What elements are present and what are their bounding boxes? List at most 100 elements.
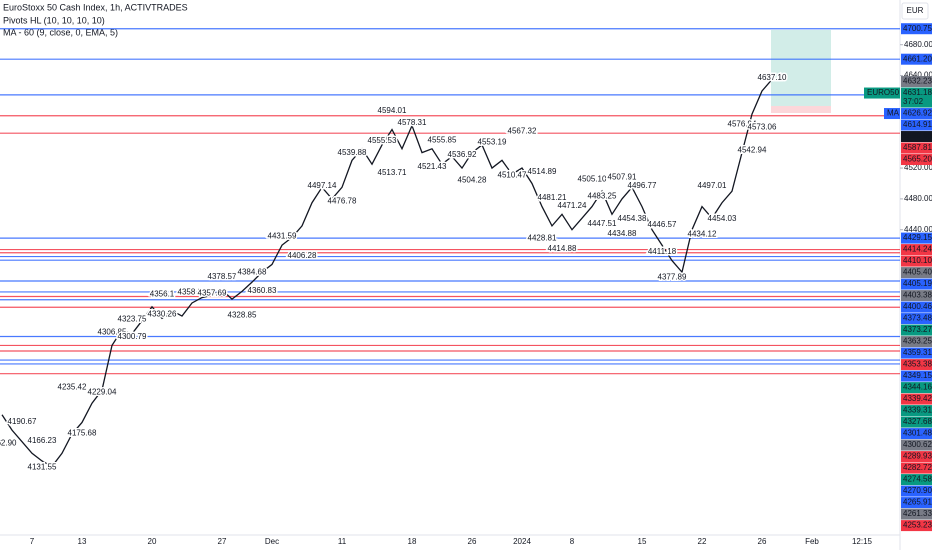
loss-zone <box>771 106 831 113</box>
price-tag-label: 4344.16 <box>903 383 932 392</box>
price-tag <box>901 244 932 256</box>
pivot-label: 4384.68 <box>238 267 267 276</box>
price-tag-label: 4363.25 <box>903 337 932 346</box>
price-tag <box>901 520 932 532</box>
pivot-label: 4428.81 <box>528 233 557 242</box>
y-tick-label: 4480.00 <box>904 194 932 203</box>
pivot-label: 4446.57 <box>648 220 677 229</box>
price-tag <box>901 23 932 35</box>
pivot-label: 4434.12 <box>688 229 717 238</box>
pivot-label: 4536.92 <box>448 150 477 159</box>
x-tick-label: Feb <box>805 537 819 546</box>
price-tag <box>901 485 932 497</box>
pivot-label: 4378.57 <box>208 272 237 281</box>
pivot-label: 4454.03 <box>708 214 737 223</box>
price-tag-label: 4626.92 <box>903 109 932 118</box>
x-tick-label: 27 <box>218 537 227 546</box>
price-tag <box>901 267 932 279</box>
pivot-label: 4514.89 <box>528 167 557 176</box>
x-tick-label: 11 <box>338 537 347 546</box>
badge-label: MA <box>887 109 900 118</box>
price-tag <box>901 336 932 348</box>
y-tick-label: 4680.00 <box>904 40 932 49</box>
price-tag-label: 4339.42 <box>903 394 932 403</box>
price-tag-label: 4373.27 <box>903 325 932 334</box>
x-tick-label: 22 <box>698 537 707 546</box>
price-tag <box>901 497 932 509</box>
price-tag <box>901 359 932 371</box>
pivot-label: 4578.31 <box>398 118 427 127</box>
pivot-label: 4166.23 <box>28 436 57 445</box>
price-tag <box>901 439 932 451</box>
price-tag-label: 4429.15 <box>903 233 932 242</box>
price-tag <box>901 508 932 520</box>
pivot-label: 4594.01 <box>378 106 407 115</box>
price-tag-label: 4599.98 <box>903 132 932 141</box>
pivot-label: 4573.06 <box>748 122 777 131</box>
pivot-label: 4513.71 <box>378 168 407 177</box>
pivot-label: 4447.51 <box>588 219 617 228</box>
pivot-label: 4323.75 <box>118 314 147 323</box>
price-tag-label: 4339.31 <box>903 406 932 415</box>
price-tag <box>901 370 932 382</box>
y-tick-label: 4520.00 <box>904 163 932 172</box>
pivot-label: 4377.89 <box>658 273 687 282</box>
price-tag <box>901 382 932 394</box>
price-tag <box>901 428 932 440</box>
currency[interactable]: EUR <box>907 6 924 15</box>
pivot-label: 4542.94 <box>738 145 767 154</box>
pivot-label: 4553.19 <box>478 138 507 147</box>
price-tag-label: 4265.91 <box>903 498 932 507</box>
y-tick-label: 4640.00 <box>904 71 932 80</box>
price-tag <box>901 278 932 290</box>
pivot-label: 4356.1 <box>150 290 175 299</box>
pivot-label: 4637.10 <box>758 73 787 82</box>
badge-label: EURO50 <box>867 88 900 97</box>
indicator: MA - 60 (9, close, 0, EMA, 5) <box>3 27 118 37</box>
price-tag-label: 4403.38 <box>903 291 932 300</box>
price-tag <box>901 154 932 166</box>
price-tag-label: 4270.90 <box>903 486 932 495</box>
price-tag <box>901 301 932 313</box>
pivot-label: 4454.38 <box>618 214 647 223</box>
price-tag-label: 4700.75 <box>903 24 932 33</box>
x-tick-label: 18 <box>408 537 417 546</box>
pivot-label: 4328.85 <box>228 311 257 320</box>
price-tag <box>901 313 932 325</box>
price-tag <box>901 108 932 120</box>
price-tag-label: 4300.62 <box>903 440 932 449</box>
pivot-label: 4496.77 <box>628 181 657 190</box>
price-tag <box>901 131 932 143</box>
price-tag-label: 4405.19 <box>903 279 932 288</box>
price-tag <box>901 405 932 417</box>
currency-box[interactable] <box>901 2 929 20</box>
x-tick-label: 13 <box>78 537 87 546</box>
price-tag-label: 4289.93 <box>903 452 932 461</box>
price-tag-label: 4414.24 <box>903 245 932 254</box>
pivot-label: 4483.25 <box>588 191 617 200</box>
price-tag <box>901 142 932 154</box>
price-tag-label: 4282.72 <box>903 463 932 472</box>
pivot-label: 4521.43 <box>418 162 447 171</box>
price-tag-label: 4661.20 <box>903 54 932 63</box>
price-tag <box>901 462 932 474</box>
pivot-label: 4306.85 <box>98 327 127 336</box>
pivot-label: 4576.94 <box>728 119 757 128</box>
x-tick-label: 7 <box>30 537 35 546</box>
pivot-label: 4481.21 <box>538 193 567 202</box>
price-tag-label: 4632.23 <box>903 77 932 86</box>
x-tick-label: 26 <box>758 537 767 546</box>
price-tag <box>901 416 932 428</box>
price-tag <box>901 347 932 359</box>
price-tag <box>901 393 932 405</box>
price-tag <box>901 232 932 244</box>
pivot-label: 4131.55 <box>28 463 57 472</box>
pivot-label: 4471.24 <box>558 201 587 210</box>
price-tag <box>901 87 932 108</box>
pivot-label: 4510.47 <box>498 171 527 180</box>
pivot-label: 4555.85 <box>428 136 457 145</box>
pivot-label: 4190.67 <box>8 417 37 426</box>
pivot-label: 4360.83 <box>248 286 277 295</box>
